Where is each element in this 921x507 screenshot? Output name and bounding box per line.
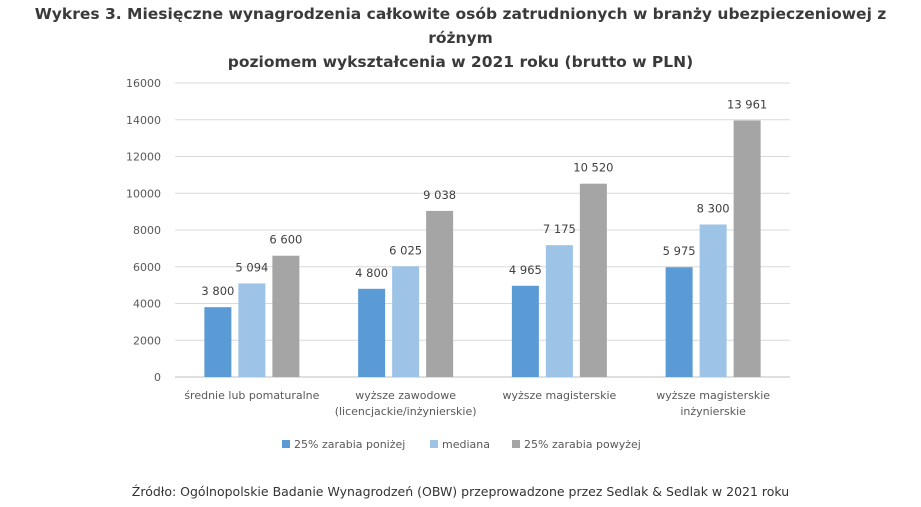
legend-label: 25% zarabia powyżej — [524, 438, 641, 451]
category-label: wyższe zawodowe — [355, 389, 456, 402]
gridlines — [175, 82, 790, 378]
y-tick-label: 2000 — [133, 334, 161, 347]
y-tick-label: 8000 — [133, 224, 161, 237]
y-tick-label: 12000 — [126, 151, 161, 164]
y-tick-label: 4000 — [133, 298, 161, 311]
legend-label: mediana — [442, 438, 490, 451]
data-label: 5 975 — [663, 244, 696, 258]
legend-swatch — [430, 440, 438, 448]
legend-swatch — [512, 440, 520, 448]
y-tick-label: 0 — [154, 371, 161, 384]
y-tick-label: 6000 — [133, 261, 161, 274]
category-label: wyższe magisterskie — [502, 389, 616, 402]
bar-3-2 — [426, 210, 454, 377]
y-tick-label: 16000 — [126, 77, 161, 90]
y-axis-ticks: 0 2000 4000 6000 8000 10000 12000 14000 16000 — [126, 77, 161, 384]
bar-1-1 — [204, 307, 232, 377]
chart-title-line-2: poziomem wykształcenia w 2021 roku (brut… — [227, 53, 694, 71]
data-label: 13 961 — [727, 97, 767, 111]
x-axis-categories: średnie lub pomaturalne wyższe zawodowe (l… — [184, 389, 770, 418]
bar-3-1 — [272, 255, 300, 377]
data-label: 8 300 — [697, 201, 730, 215]
bar-chart: 0 2000 4000 6000 8000 10000 12000 14000 16000 3 … — [126, 77, 790, 451]
category-label: inżynierskie — [680, 405, 746, 418]
bar-2-3 — [545, 245, 573, 377]
data-label: 5 094 — [235, 260, 268, 274]
category-label: wyższe magisterskie — [656, 389, 770, 402]
data-label: 9 038 — [423, 188, 456, 202]
bar-2-2 — [392, 266, 420, 377]
bar-2-1 — [238, 283, 266, 377]
data-label: 4 965 — [509, 263, 542, 277]
legend: 25% zarabia poniżej mediana 25% zarabia po… — [282, 438, 641, 451]
bar-1-4 — [665, 267, 693, 377]
chart-title-line-1: Wykres 3. Miesięczne wynagrodzenia całko… — [34, 5, 887, 47]
bar-3-4 — [733, 120, 761, 378]
y-tick-label: 10000 — [126, 187, 161, 200]
category-label: (licencjackie/inżynierskie) — [335, 405, 477, 418]
bar-1-3 — [511, 285, 539, 377]
data-label: 4 800 — [355, 266, 388, 280]
y-tick-label: 14000 — [126, 114, 161, 127]
data-label: 6 025 — [389, 243, 422, 257]
data-label: 10 520 — [573, 161, 613, 175]
bar-3-3 — [579, 183, 607, 377]
bar-1-2 — [358, 288, 386, 377]
data-label: 6 600 — [269, 233, 302, 247]
category-label: średnie lub pomaturalne — [184, 389, 319, 402]
chart-title: Wykres 3. Miesięczne wynagrodzenia całko… — [0, 2, 921, 74]
legend-label: 25% zarabia poniżej — [294, 438, 405, 451]
source-note: Źródło: Ogólnopolskie Badanie Wynagrodze… — [131, 484, 790, 499]
data-label: 7 175 — [543, 222, 576, 236]
legend-swatch — [282, 440, 290, 448]
bars — [204, 120, 761, 378]
bar-2-4 — [699, 224, 727, 377]
data-label: 3 800 — [201, 284, 234, 298]
